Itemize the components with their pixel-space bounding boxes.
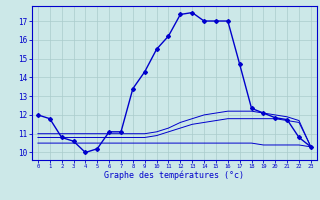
X-axis label: Graphe des températures (°c): Graphe des températures (°c) (104, 171, 244, 180)
